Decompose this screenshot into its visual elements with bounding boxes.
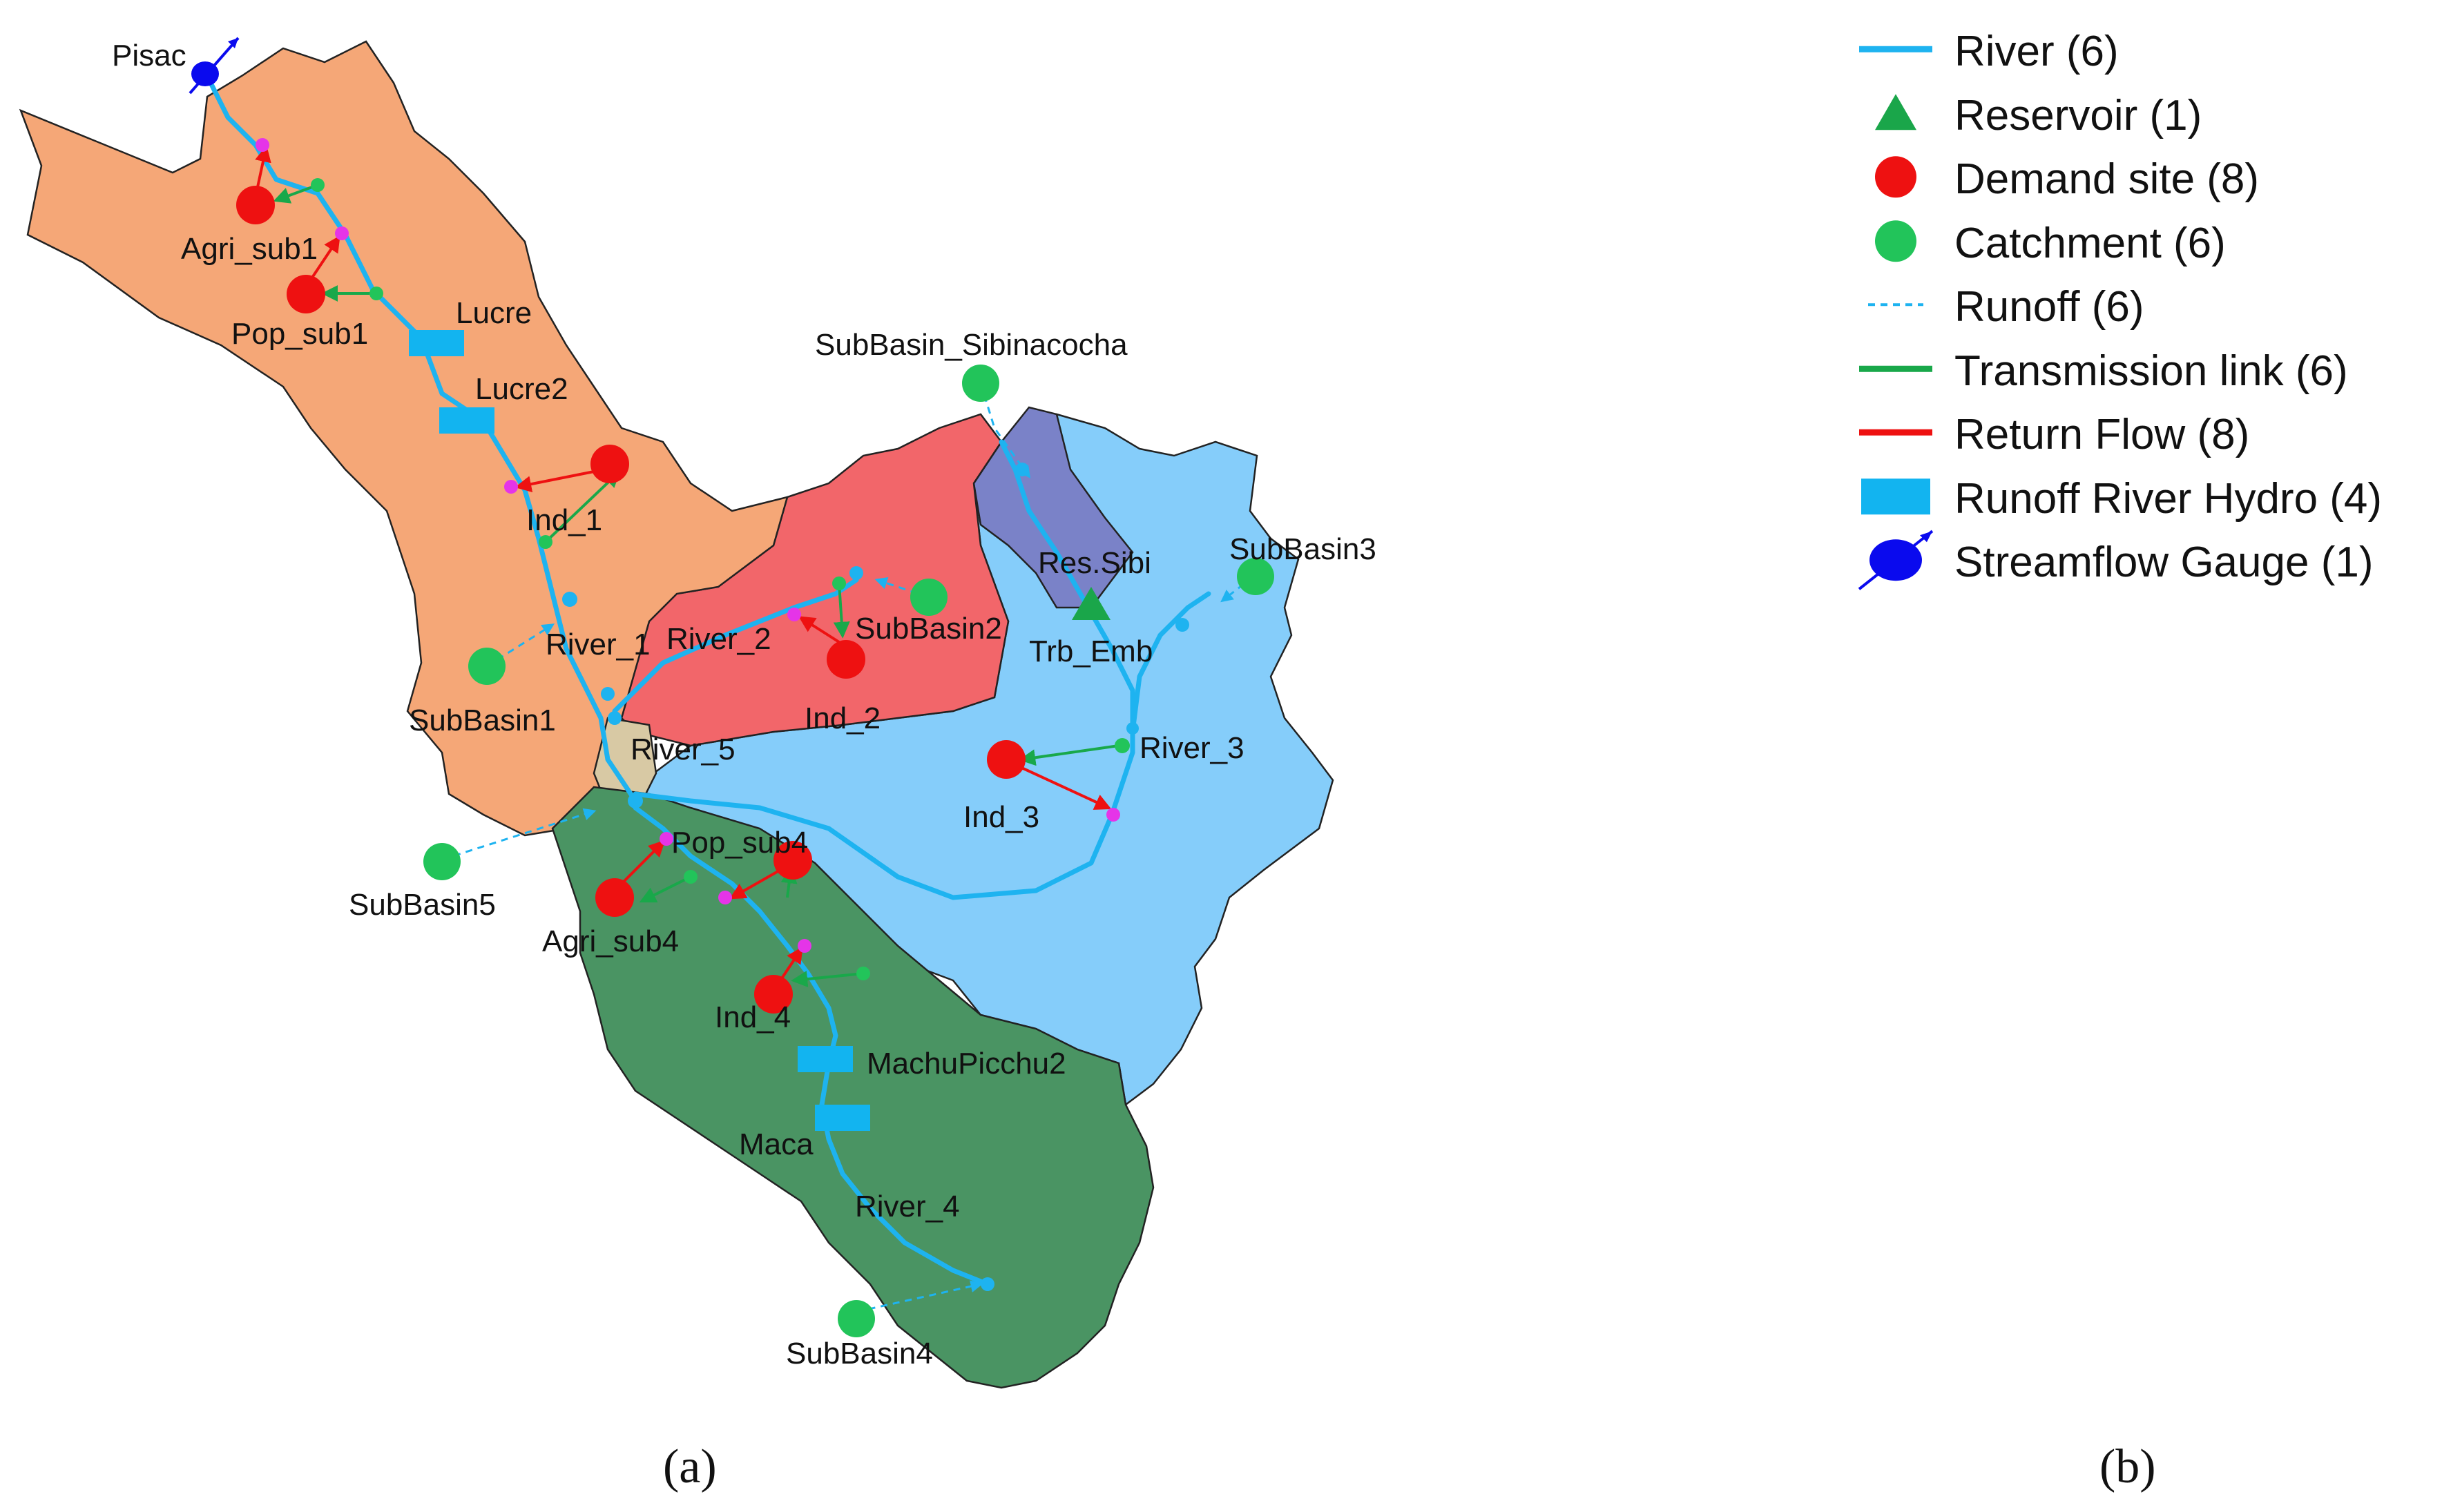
demand-ind1-icon[interactable] [590, 445, 629, 483]
label-subbasin5: SubBasin5 [349, 888, 496, 922]
catchment-circle-icon [1875, 220, 1916, 262]
demand-agri-sub4-icon[interactable] [595, 878, 634, 917]
legend-label: Transmission link (6) [1954, 347, 2348, 395]
legend-label: Reservoir (1) [1954, 91, 2202, 139]
label-ind2: Ind_2 [805, 701, 881, 735]
label-subbasin1: SubBasin1 [409, 704, 556, 737]
river-4-line [633, 805, 990, 1287]
demand-pop-sub4-icon[interactable] [773, 841, 812, 880]
label-ind4: Ind_4 [715, 1000, 791, 1034]
streamflow-gauge-icon [1858, 530, 1934, 590]
label-trb-emb: Trb_Emb [1029, 634, 1153, 668]
label-subbasin2: SubBasin2 [855, 612, 1002, 646]
map-labels: Pisac Agri_sub1 Pop_sub1 Lucre Lucre2 In… [112, 39, 1376, 1370]
label-river4: River_4 [855, 1190, 960, 1223]
label-river5: River_5 [631, 733, 736, 766]
transmission-links [273, 184, 1119, 988]
label-pop-sub4: Pop_sub4 [671, 826, 808, 860]
panel-label-a: (a) [663, 1440, 717, 1493]
legend-label: Return Flow (8) [1954, 411, 2250, 458]
legend-label: River (6) [1954, 28, 2119, 75]
label-agri-sub4: Agri_sub4 [542, 924, 679, 958]
legend-label: Catchment (6) [1954, 219, 2226, 267]
legend-label: Runoff River Hydro (4) [1954, 474, 2383, 523]
label-river1: River_1 [546, 628, 651, 661]
subbasin-sibinacocha-area [972, 406, 1134, 609]
runoff-dashed-line-icon [1868, 303, 1923, 307]
subbasin4-area [551, 786, 1155, 1389]
legend-label: Streamflow Gauge (1) [1954, 539, 2374, 586]
catchment-subbasin5-icon[interactable] [423, 843, 461, 880]
transmission-link-line-icon [1859, 365, 1932, 372]
demand-ind3-icon[interactable] [987, 740, 1026, 779]
label-lucre: Lucre [456, 296, 532, 330]
label-lucre2: Lucre2 [475, 372, 568, 406]
demand-ind2-icon[interactable] [827, 640, 865, 679]
label-river3: River_3 [1140, 731, 1244, 765]
catchment-subbasin1-icon[interactable] [468, 648, 506, 685]
label-ind3: Ind_3 [963, 800, 1039, 834]
label-res-sibi: Res.Sibi [1038, 546, 1151, 580]
label-pisac: Pisac [112, 39, 186, 72]
demand-site-circle-icon [1875, 156, 1916, 198]
demand-ind4-icon[interactable] [754, 975, 793, 1014]
river-3-tributary-line [1130, 591, 1211, 735]
catchment-subbasin3-icon[interactable] [1237, 558, 1274, 595]
label-agri-sub1: Agri_sub1 [181, 232, 318, 266]
hydro-rectangle-icon [1861, 478, 1930, 514]
panel-label-b: (b) [2099, 1440, 2156, 1493]
label-river2: River_2 [666, 622, 771, 656]
catchment-subbasin2-icon[interactable] [910, 579, 948, 616]
return-flow-line-icon [1859, 429, 1932, 436]
label-pop-sub1: Pop_sub1 [231, 317, 368, 351]
label-ind1: Ind_1 [526, 503, 602, 537]
streamflow-gauge-pisac-icon[interactable] [189, 37, 240, 95]
lucre-hydro-icon[interactable] [409, 330, 464, 356]
maca-hydro-icon[interactable] [815, 1105, 870, 1131]
demand-agri-sub1-icon[interactable] [236, 186, 275, 224]
reservoir-triangle-icon [1875, 93, 1916, 130]
legend-label: Runoff (6) [1954, 283, 2144, 331]
demand-pop-sub1-icon[interactable] [287, 275, 325, 313]
catchment-sibinacocha-icon[interactable] [962, 365, 999, 402]
label-subbasin3: SubBasin3 [1229, 532, 1376, 566]
legend-label: Demand site (8) [1954, 155, 2260, 203]
lucre2-hydro-icon[interactable] [439, 407, 494, 434]
label-subbasin-sibinacocha: SubBasin_Sibinacocha [815, 328, 1128, 362]
reservoir-sibinacocha-icon[interactable] [1072, 587, 1111, 620]
machupicchu2-hydro-icon[interactable] [798, 1046, 853, 1072]
river-nodes [256, 138, 1189, 1291]
catchment-subbasin4-icon[interactable] [838, 1300, 875, 1337]
label-maca: Maca [739, 1127, 814, 1161]
label-subbasin4: SubBasin4 [786, 1337, 933, 1370]
river-line-icon [1859, 46, 1932, 52]
label-machupicchu2: MachuPicchu2 [867, 1047, 1066, 1080]
